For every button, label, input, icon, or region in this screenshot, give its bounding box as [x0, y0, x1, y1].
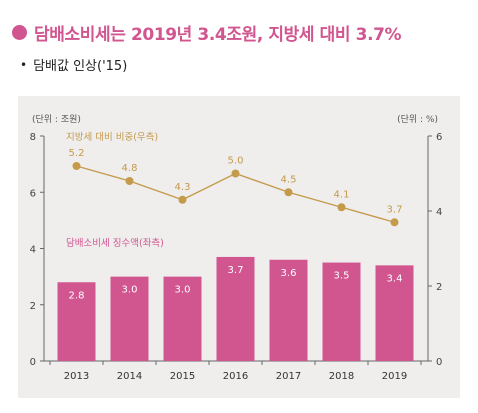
right-tick-label: 0: [436, 357, 442, 368]
chart-panel: (단위 : 조원) (단위 : %) 0 2 4 6 8 0 2 4 6 2013 2014 2015…: [18, 96, 460, 398]
bar-value-label: 2.8: [69, 290, 85, 301]
line-value-label: 4.5: [281, 174, 297, 185]
x-tick-label: 2019: [382, 371, 407, 382]
bar-series: 2.8 3.0 3.0 3.7 3.6 3.5 3.4: [58, 257, 414, 361]
left-tick-label: 6: [30, 188, 36, 199]
line-point: [73, 162, 81, 170]
bar-value-label: 3.5: [334, 271, 350, 282]
line-point: [391, 218, 399, 226]
line-point: [285, 188, 293, 196]
line-value-label: 5.2: [69, 148, 85, 159]
line-point: [232, 170, 240, 178]
right-tick-label: 4: [436, 207, 442, 218]
combo-chart: (단위 : 조원) (단위 : %) 0 2 4 6 8 0 2 4 6 2013 2014 2015…: [18, 96, 460, 398]
subline: • 담배값 인상('15): [20, 55, 127, 74]
line-value-label: 4.3: [175, 182, 191, 193]
right-tick-label: 2: [436, 282, 442, 293]
x-tick-label: 2018: [329, 371, 354, 382]
line-series-name: 지방세 대비 비중(우측): [66, 132, 158, 143]
left-tick-label: 0: [30, 357, 36, 368]
x-tick-label: 2014: [117, 371, 142, 382]
left-tick-label: 4: [30, 245, 36, 256]
left-axis-unit: (단위 : 조원): [32, 114, 81, 125]
line-series: 5.2 4.8 4.3 5.0 4.5 4.1 3.7: [69, 148, 403, 226]
line-value-label: 5.0: [228, 156, 244, 167]
bar-value-label: 3.0: [122, 285, 138, 296]
x-tick-label: 2013: [64, 371, 89, 382]
subline-text: 담배값 인상('15): [33, 55, 127, 74]
x-tick-label: 2017: [276, 371, 301, 382]
x-tick-label: 2015: [170, 371, 195, 382]
bar-value-label: 3.6: [281, 268, 297, 279]
x-tick-label: 2016: [223, 371, 248, 382]
headline-title: 담배소비세는 2019년 3.4조원, 지방세 대비 3.7%: [34, 20, 401, 45]
line-point: [179, 196, 187, 204]
bar-value-label: 3.0: [175, 285, 191, 296]
line-point: [126, 177, 134, 185]
bar-value-label: 3.7: [228, 265, 244, 276]
line-value-label: 4.1: [334, 189, 350, 200]
right-tick-label: 6: [436, 132, 442, 143]
headline: 담배소비세는 2019년 3.4조원, 지방세 대비 3.7%: [12, 20, 401, 44]
bullet-icon: •: [20, 58, 27, 72]
left-tick-label: 8: [30, 132, 36, 143]
bar-series-name: 담배소비세 징수액(좌측): [66, 237, 164, 249]
line-point: [338, 203, 346, 211]
left-tick-label: 2: [30, 301, 36, 312]
line-value-label: 3.7: [387, 204, 403, 215]
right-axis-unit: (단위 : %): [397, 114, 438, 125]
line-value-label: 4.8: [122, 163, 138, 174]
bar-value-label: 3.4: [387, 273, 403, 284]
bullet-dot-icon: [12, 25, 27, 40]
